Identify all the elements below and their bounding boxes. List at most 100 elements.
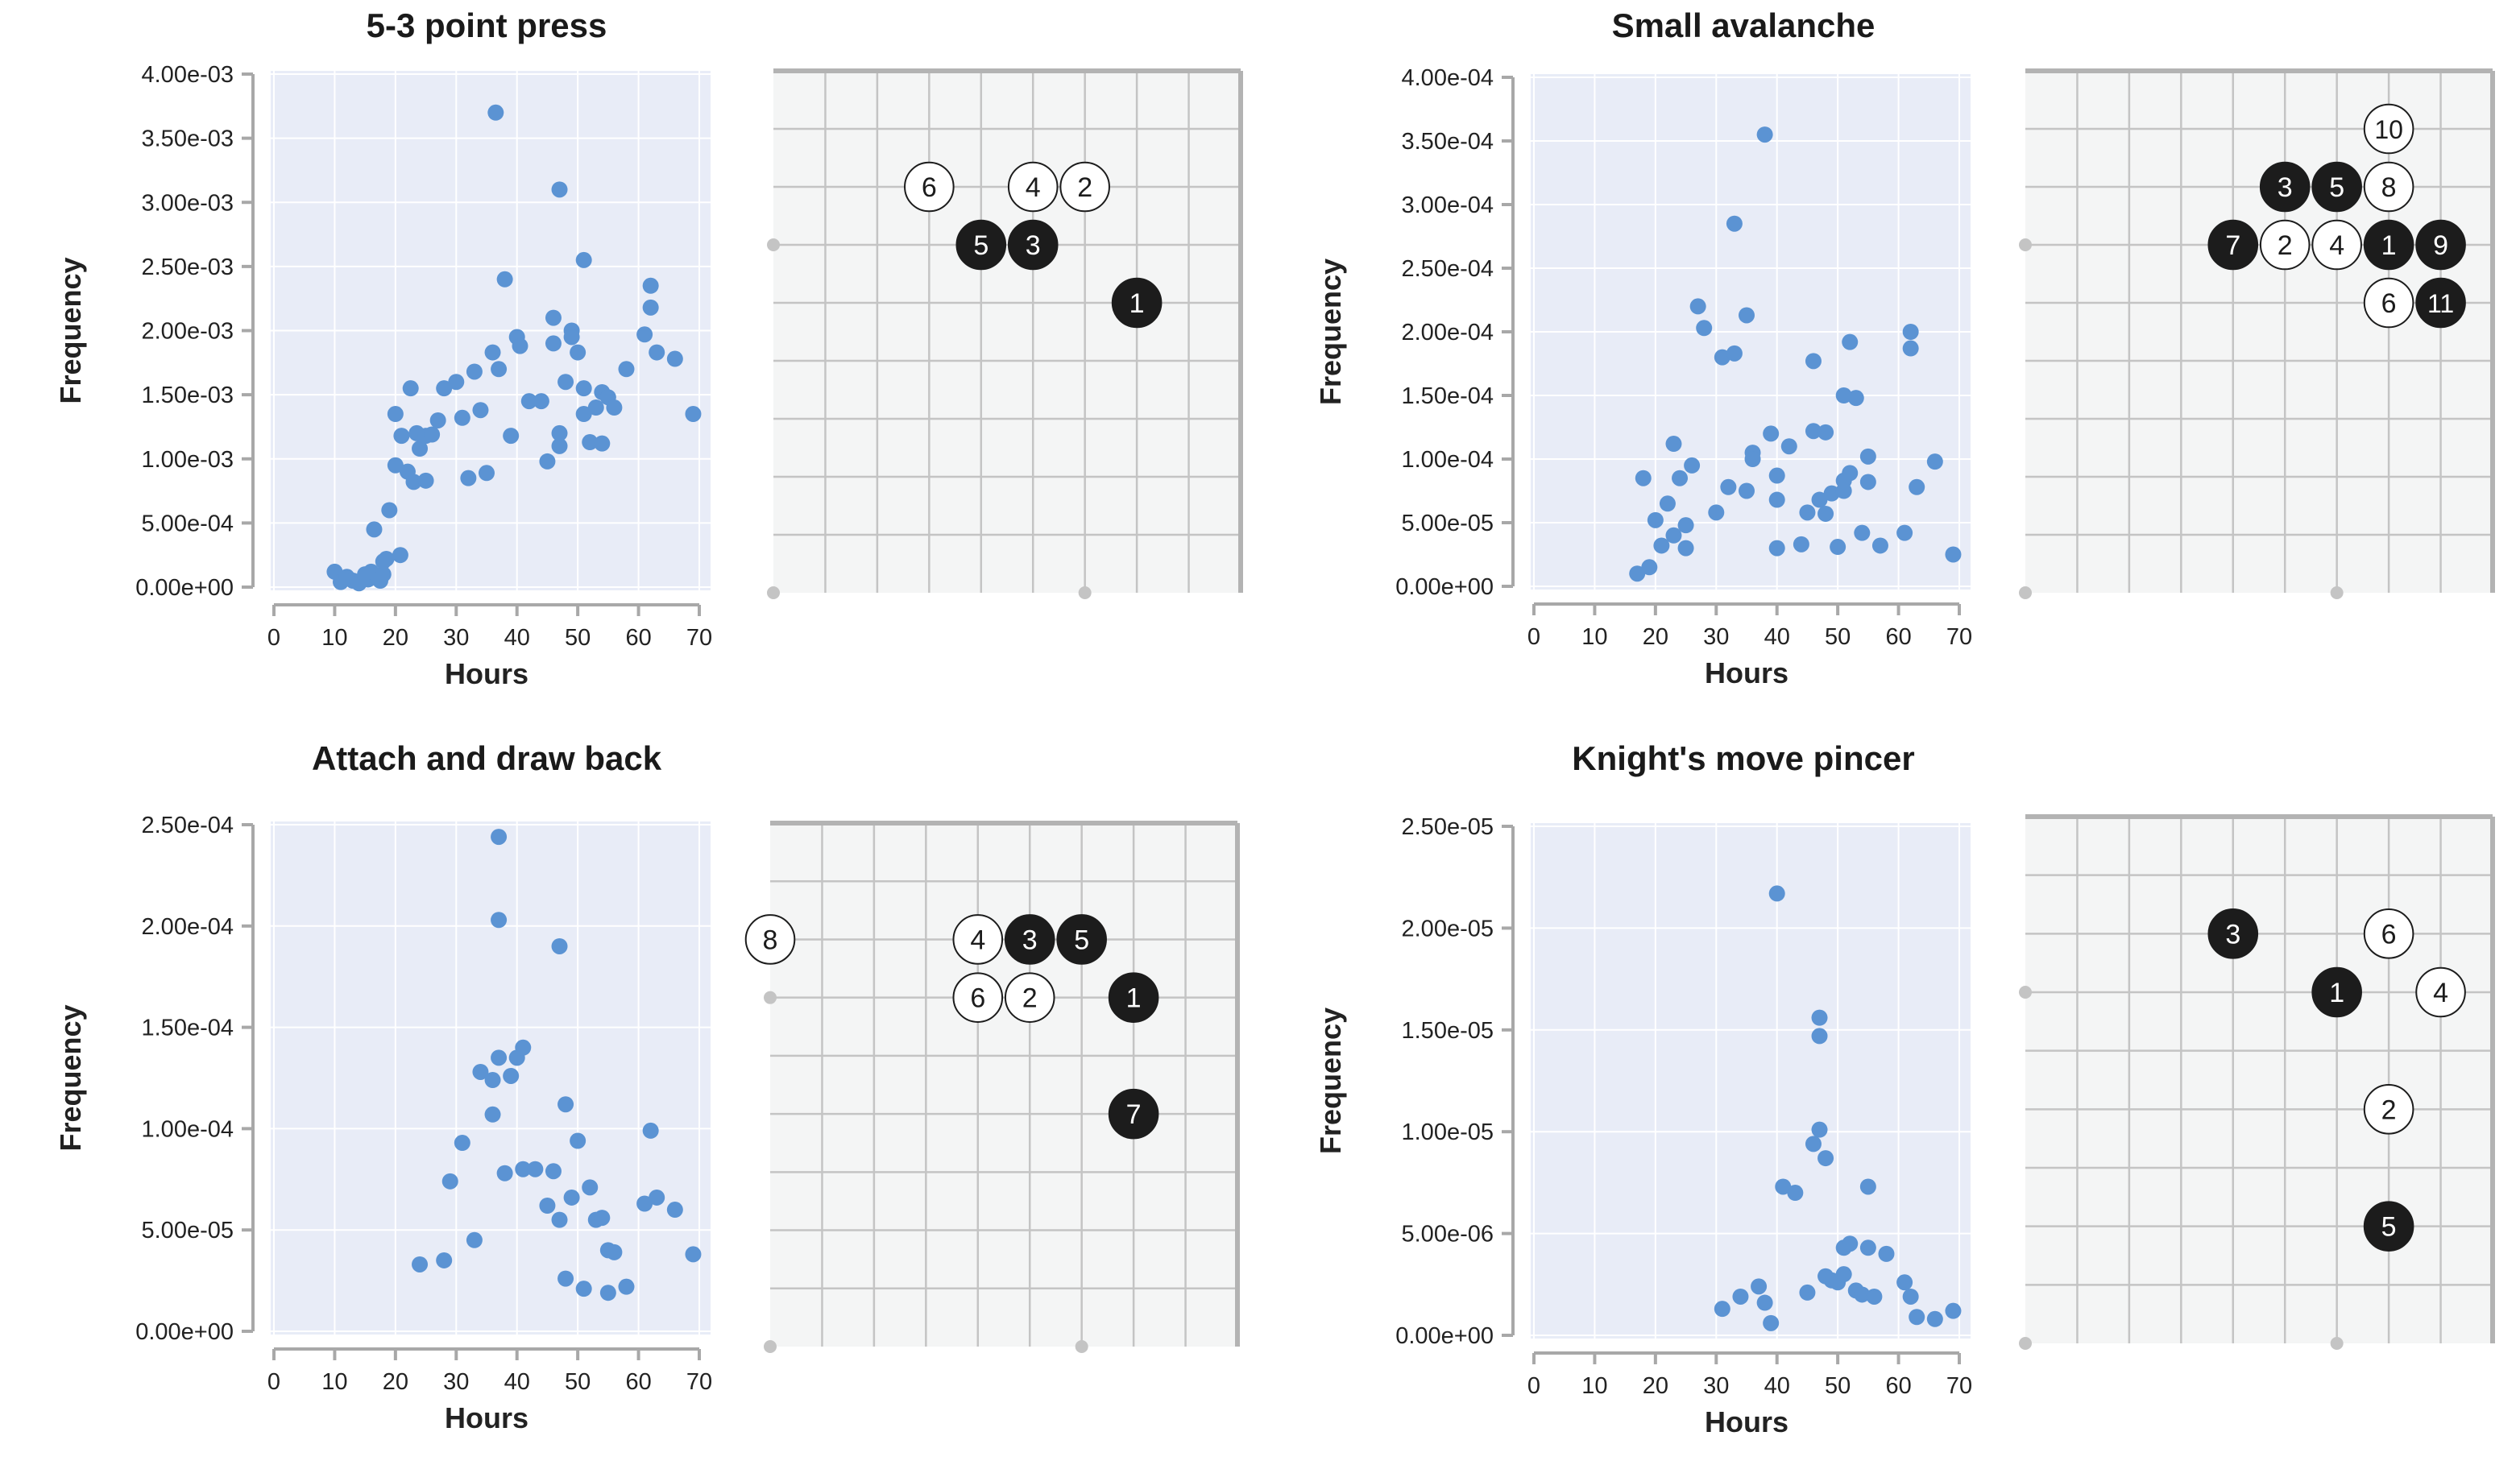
x-tick-label: 50 (565, 1369, 591, 1395)
data-point (1653, 537, 1670, 554)
black-stone (1108, 972, 1159, 1023)
data-point (1739, 482, 1755, 499)
data-point (533, 393, 549, 410)
data-point (436, 1252, 453, 1268)
data-point (563, 1189, 580, 1206)
y-tick-label: 2.50e-05 (1402, 814, 1494, 840)
data-point (1902, 340, 1919, 357)
data-point (472, 1063, 489, 1080)
y-tick-label: 5.00e-05 (1402, 511, 1494, 536)
data-point (1909, 1309, 1925, 1326)
y-tick-label: 0.00e+00 (1395, 574, 1494, 600)
white-stone (1004, 972, 1055, 1023)
star-point (1075, 1340, 1088, 1353)
x-axis-label: Hours (445, 1401, 528, 1434)
data-point (1689, 298, 1706, 315)
y-axis-label: Frequency (1314, 259, 1347, 405)
go-board: 3 6 1 4 2 5 (2019, 814, 2495, 1350)
data-point (1854, 524, 1871, 541)
data-point (402, 380, 419, 397)
stone-number: 6 (2381, 919, 2397, 950)
y-tick-label: 5.00e-06 (1402, 1222, 1494, 1248)
data-point (381, 502, 398, 519)
y-axis-label: Frequency (54, 1004, 87, 1151)
data-point (1817, 424, 1834, 441)
data-point (1684, 457, 1701, 474)
x-tick-label: 20 (383, 625, 408, 651)
stone-number: 6 (2381, 288, 2397, 319)
white-stone (1059, 161, 1110, 213)
data-point (649, 344, 665, 361)
y-tick-label: 1.50e-04 (1402, 383, 1494, 409)
data-point (1647, 511, 1664, 528)
data-point (685, 406, 702, 423)
x-tick-label: 20 (1643, 1373, 1668, 1399)
data-point (1714, 349, 1730, 366)
star-point (767, 586, 780, 599)
data-point (479, 465, 495, 482)
white-stone (2363, 908, 2414, 959)
x-tick-label: 10 (1581, 1373, 1607, 1399)
data-point (1902, 1288, 1919, 1305)
data-point (587, 399, 604, 416)
black-stone (1108, 1088, 1159, 1140)
data-point (570, 1132, 586, 1149)
data-point (512, 337, 528, 354)
data-point (1842, 465, 1859, 482)
data-point (1896, 1274, 1913, 1291)
data-point (1756, 1294, 1773, 1311)
white-stone (2363, 1084, 2414, 1135)
stone-number: 1 (2381, 230, 2397, 261)
data-point (594, 1210, 611, 1227)
panel-title: Attach and draw back (311, 739, 662, 777)
data-point (487, 104, 504, 121)
y-tick-label: 0.00e+00 (135, 1319, 234, 1345)
black-stone (2207, 908, 2259, 959)
x-axis-label: Hours (1705, 1405, 1788, 1438)
star-point (2019, 586, 2032, 599)
data-point (1665, 436, 1682, 453)
data-point (491, 1049, 508, 1066)
black-stone (955, 219, 1007, 271)
y-tick-label: 2.00e-04 (1402, 320, 1494, 346)
data-point (496, 1165, 513, 1181)
x-tick-label: 10 (1581, 624, 1607, 650)
stone-number: 5 (2329, 172, 2344, 203)
scatter-chart: 0.00e+00 5.00e-06 1.00e-05 1.50e-05 2.00e-05… (1314, 814, 1972, 1438)
stone-number: 6 (922, 172, 937, 203)
x-tick-label: 30 (443, 625, 469, 651)
go-board: 6 4 2 5 3 1 (767, 68, 1243, 599)
data-point (1793, 536, 1809, 552)
data-point (520, 393, 537, 410)
x-tick-label: 60 (1885, 624, 1911, 650)
data-point (1805, 353, 1822, 370)
data-point (539, 1198, 556, 1215)
black-stone (2311, 161, 2362, 213)
data-point (1732, 1288, 1749, 1305)
data-point (405, 474, 422, 490)
x-tick-label: 60 (1885, 1373, 1911, 1399)
data-point (1799, 1284, 1816, 1301)
data-point (1871, 537, 1888, 554)
data-point (606, 399, 623, 416)
data-point (515, 1039, 532, 1056)
data-point (1677, 517, 1694, 534)
data-point (1817, 505, 1834, 522)
black-stone (1004, 914, 1055, 965)
data-point (496, 271, 513, 288)
stone-number: 4 (970, 925, 985, 955)
stone-number: 3 (1026, 230, 1041, 261)
data-point (545, 335, 562, 352)
data-point (1811, 1121, 1828, 1138)
data-point (472, 402, 489, 419)
white-stone (2363, 103, 2414, 155)
stone-number: 4 (2433, 978, 2448, 1008)
stone-number: 2 (2278, 230, 2293, 261)
data-point (527, 1161, 544, 1177)
data-point (484, 1106, 501, 1123)
y-tick-label: 2.00e-04 (142, 914, 234, 940)
data-point (378, 550, 395, 567)
data-point (666, 1202, 683, 1219)
x-tick-label: 70 (686, 625, 712, 651)
data-point (1763, 1314, 1780, 1331)
